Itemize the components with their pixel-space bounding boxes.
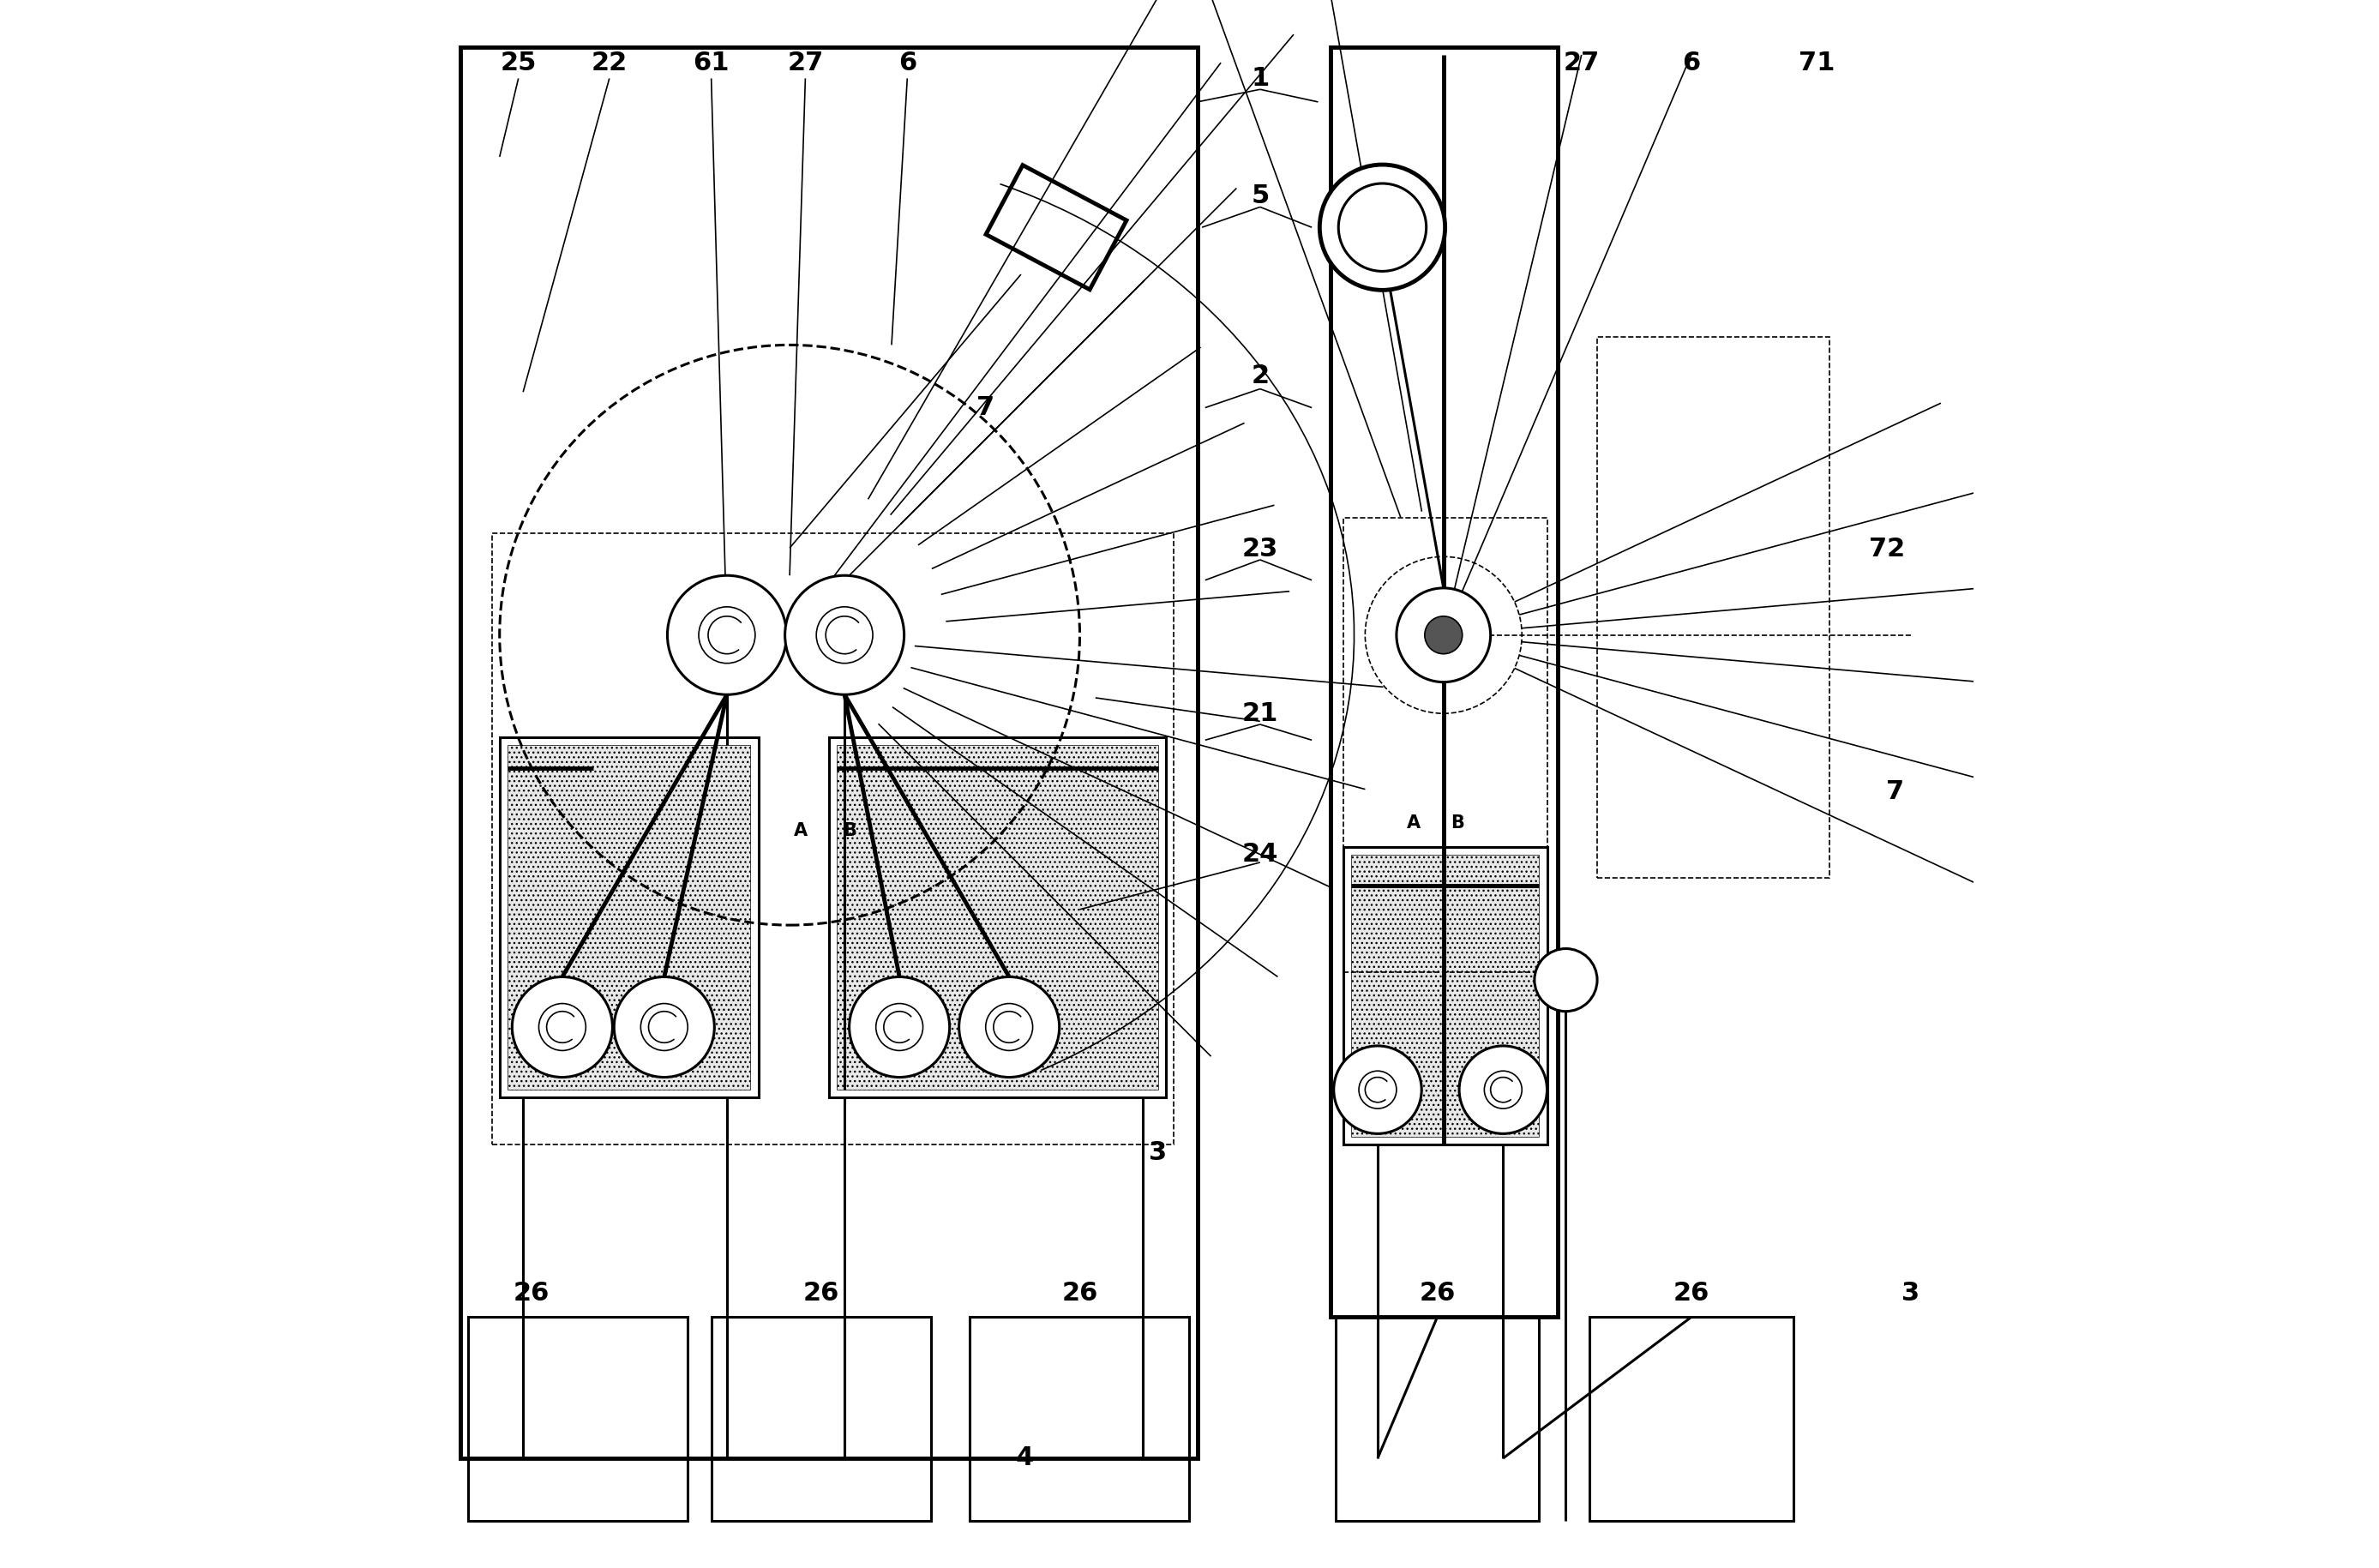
Bar <box>1596 337 1829 878</box>
Circle shape <box>1425 616 1463 654</box>
Text: 25: 25 <box>500 50 538 75</box>
Circle shape <box>959 977 1059 1077</box>
Text: 6: 6 <box>899 50 916 75</box>
Bar <box>1351 855 1539 1137</box>
Text: A: A <box>1406 815 1420 831</box>
Text: 61: 61 <box>692 50 730 75</box>
Bar <box>1330 47 1558 1317</box>
Circle shape <box>1320 165 1444 290</box>
Text: 26: 26 <box>1672 1281 1711 1306</box>
Bar <box>1335 1317 1539 1521</box>
Text: 7: 7 <box>1887 779 1903 804</box>
Circle shape <box>1335 1046 1423 1134</box>
Bar <box>1589 1317 1794 1521</box>
Circle shape <box>1534 949 1596 1011</box>
Text: 26: 26 <box>802 1281 840 1306</box>
Text: 23: 23 <box>1242 536 1278 561</box>
Text: 24: 24 <box>1242 842 1278 867</box>
Text: 26: 26 <box>1420 1281 1456 1306</box>
Text: 72: 72 <box>1870 536 1906 561</box>
Circle shape <box>1396 588 1492 682</box>
Text: 3: 3 <box>1149 1140 1168 1165</box>
Circle shape <box>511 977 611 1077</box>
Text: 4: 4 <box>1016 1446 1035 1471</box>
Bar <box>492 533 1173 1145</box>
Text: B: B <box>842 823 856 839</box>
Text: 3: 3 <box>1901 1281 1920 1306</box>
Bar <box>1344 517 1546 972</box>
Bar <box>971 1317 1190 1521</box>
Bar <box>1344 847 1546 1145</box>
Circle shape <box>668 575 787 695</box>
Bar <box>837 745 1159 1090</box>
Bar <box>500 737 759 1098</box>
Text: A: A <box>795 823 806 839</box>
Bar <box>711 1317 930 1521</box>
Bar <box>507 745 749 1090</box>
Text: 5: 5 <box>1251 183 1268 209</box>
Text: 71: 71 <box>1799 50 1834 75</box>
Text: 2: 2 <box>1251 364 1268 389</box>
Text: 27: 27 <box>1563 50 1599 75</box>
Text: 27: 27 <box>787 50 823 75</box>
Text: 26: 26 <box>514 1281 550 1306</box>
Circle shape <box>614 977 714 1077</box>
Bar <box>828 737 1166 1098</box>
Circle shape <box>785 575 904 695</box>
Bar <box>469 1317 688 1521</box>
Bar <box>462 47 1197 1458</box>
Text: B: B <box>1451 815 1465 831</box>
Text: 7: 7 <box>978 395 994 420</box>
Text: 1: 1 <box>1251 66 1268 91</box>
Text: 26: 26 <box>1061 1281 1097 1306</box>
Text: 22: 22 <box>592 50 628 75</box>
Circle shape <box>849 977 949 1077</box>
Circle shape <box>1458 1046 1546 1134</box>
Text: 6: 6 <box>1682 50 1701 75</box>
Text: 21: 21 <box>1242 701 1278 726</box>
